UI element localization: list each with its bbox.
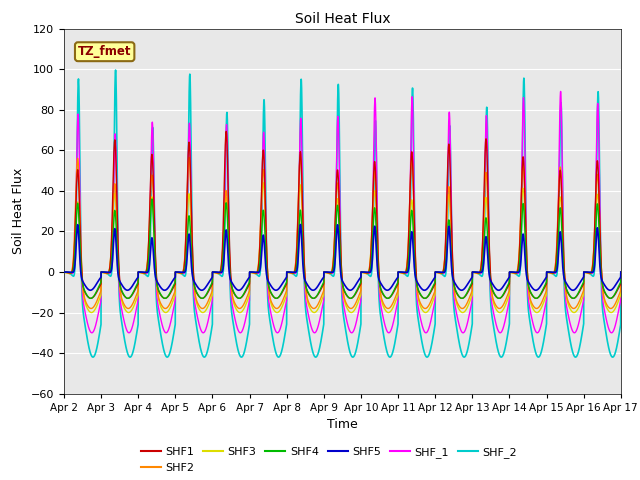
SHF4	[616, 280, 624, 286]
Legend: SHF1, SHF2, SHF3, SHF4, SHF5, SHF_1, SHF_2: SHF1, SHF2, SHF3, SHF4, SHF5, SHF_1, SHF…	[136, 443, 521, 478]
SHF2	[468, 290, 476, 296]
SHF_2	[616, 324, 624, 330]
SHF3	[468, 294, 476, 300]
SHF3	[125, 310, 132, 315]
SHF4	[322, 269, 330, 275]
SHF1	[616, 282, 624, 288]
SHF3	[60, 269, 68, 275]
SHF5	[160, 288, 168, 293]
SHF4	[273, 296, 280, 301]
SHF1	[60, 269, 68, 275]
SHF2	[436, 270, 444, 276]
SHF_1	[467, 303, 475, 309]
SHF_2	[423, 354, 431, 360]
SHF_2	[112, 67, 120, 73]
Title: Soil Heat Flux: Soil Heat Flux	[294, 12, 390, 26]
SHF5	[296, 222, 304, 228]
SHF5	[60, 269, 68, 275]
SHF1	[322, 269, 330, 275]
Line: SHF_2: SHF_2	[64, 70, 621, 357]
SHF_1	[499, 326, 506, 332]
SHF2	[322, 270, 330, 276]
SHF_2	[617, 269, 625, 275]
SHF4	[161, 295, 168, 301]
SHF1	[499, 293, 507, 299]
SHF5	[322, 269, 330, 275]
SHF_1	[436, 270, 444, 276]
SHF_1	[617, 269, 625, 275]
SHF1	[468, 283, 476, 288]
SHF_2	[499, 352, 507, 358]
SHF4	[60, 269, 68, 275]
SHF_2	[436, 270, 444, 276]
SHF3	[617, 269, 625, 275]
Line: SHF1: SHF1	[64, 132, 621, 299]
X-axis label: Time: Time	[327, 418, 358, 431]
SHF_1	[607, 330, 615, 336]
SHF4	[468, 281, 476, 287]
SHF4	[436, 270, 444, 276]
SHF2	[296, 154, 304, 160]
SHF3	[436, 271, 444, 276]
SHF_1	[322, 269, 330, 275]
SHF_2	[322, 269, 330, 275]
SHF3	[259, 180, 267, 186]
Text: TZ_fmet: TZ_fmet	[78, 45, 131, 58]
SHF3	[322, 270, 330, 276]
SHF2	[616, 289, 624, 295]
SHF5	[309, 288, 317, 293]
Line: SHF4: SHF4	[64, 199, 621, 299]
SHF5	[616, 275, 624, 280]
Line: SHF2: SHF2	[64, 157, 621, 309]
SHF4	[499, 292, 507, 298]
SHF1	[160, 295, 168, 301]
SHF_2	[60, 269, 68, 275]
Line: SHF_1: SHF_1	[64, 91, 621, 333]
SHF_1	[616, 300, 624, 305]
SHF5	[499, 284, 507, 290]
SHF3	[499, 307, 507, 313]
SHF_1	[60, 269, 68, 275]
SHF3	[616, 293, 624, 299]
SHF_1	[557, 88, 564, 94]
SHF3	[161, 309, 168, 315]
SHF2	[60, 269, 68, 275]
SHF1	[436, 270, 444, 276]
SHF2	[499, 302, 507, 308]
SHF5	[436, 269, 444, 275]
SHF4	[148, 196, 156, 202]
SHF_1	[160, 328, 168, 334]
SHF5	[617, 269, 625, 275]
SHF1	[222, 129, 230, 134]
SHF5	[468, 276, 476, 281]
SHF_2	[468, 327, 476, 333]
SHF2	[160, 305, 168, 311]
SHF1	[617, 269, 625, 275]
Line: SHF3: SHF3	[64, 183, 621, 312]
SHF2	[198, 306, 206, 312]
SHF1	[273, 296, 280, 301]
SHF4	[617, 269, 625, 275]
Y-axis label: Soil Heat Flux: Soil Heat Flux	[12, 168, 25, 254]
SHF2	[617, 269, 625, 275]
SHF_2	[161, 348, 168, 354]
Line: SHF5: SHF5	[64, 225, 621, 290]
